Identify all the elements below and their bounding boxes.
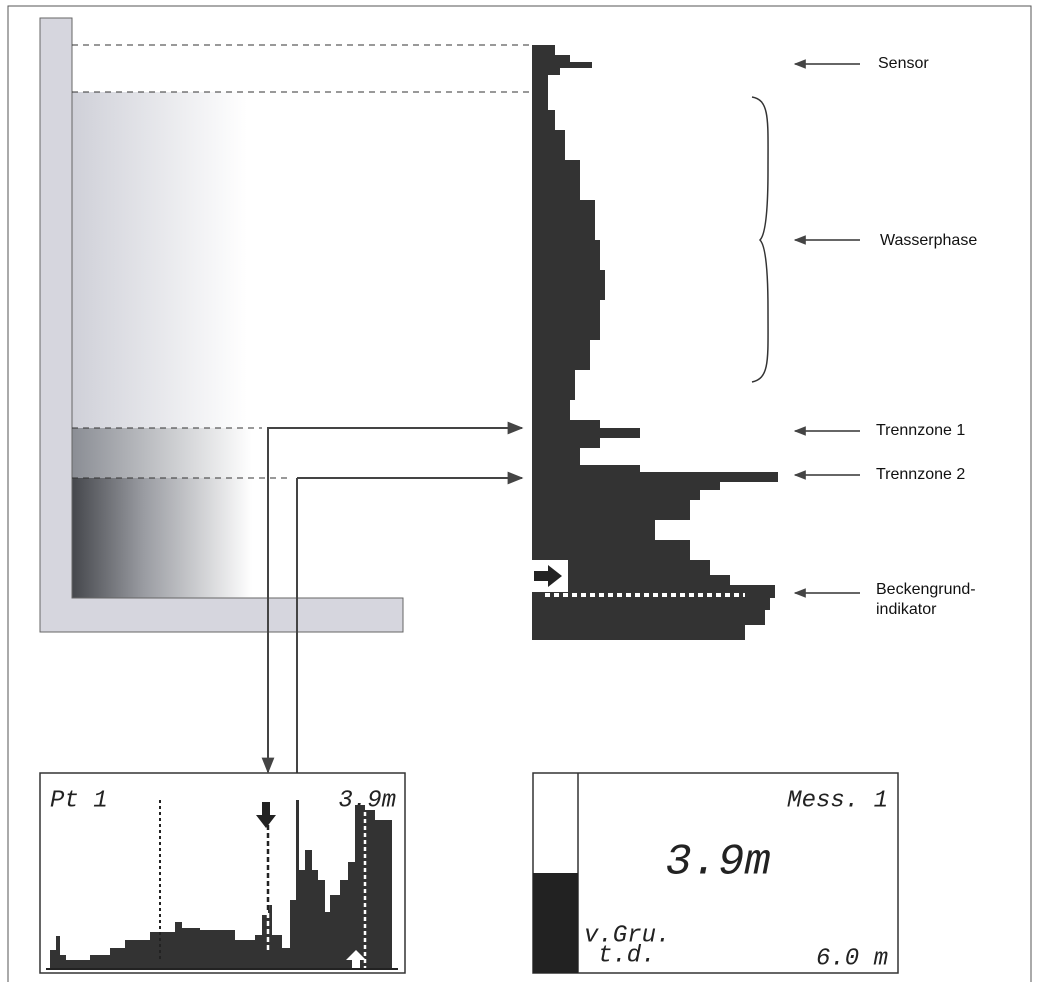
label: Trennzone 1 (876, 422, 965, 439)
label: Beckengrund- (876, 581, 976, 598)
frame (7, 5, 1032, 982)
brace (751, 96, 769, 383)
display-title: Mess. 1 (787, 787, 888, 814)
display-title: Pt 1 (50, 787, 108, 814)
echo-profile (532, 45, 778, 640)
display-value: 3.9m (338, 787, 396, 814)
label-arrows (793, 59, 860, 598)
label: Trennzone 2 (876, 466, 965, 483)
display-value: 3.9m (665, 838, 771, 888)
label: Sensor (878, 55, 929, 72)
display-text: 6.0 m (816, 945, 888, 972)
echo-display: Pt 1 3.9m (39, 772, 406, 974)
display-text: t.d. (598, 942, 656, 969)
label: indikator (876, 601, 937, 618)
connector-arrows (261, 421, 524, 794)
level-lines (72, 44, 530, 479)
label: Wasserphase (880, 232, 977, 249)
display-text: v.Gru. (584, 922, 670, 949)
measurement-display: Mess. 1 3.9m v.Gru. t.d. 6.0 m (532, 772, 899, 974)
tank (39, 17, 404, 633)
bottom-marker-arrow (534, 565, 562, 587)
